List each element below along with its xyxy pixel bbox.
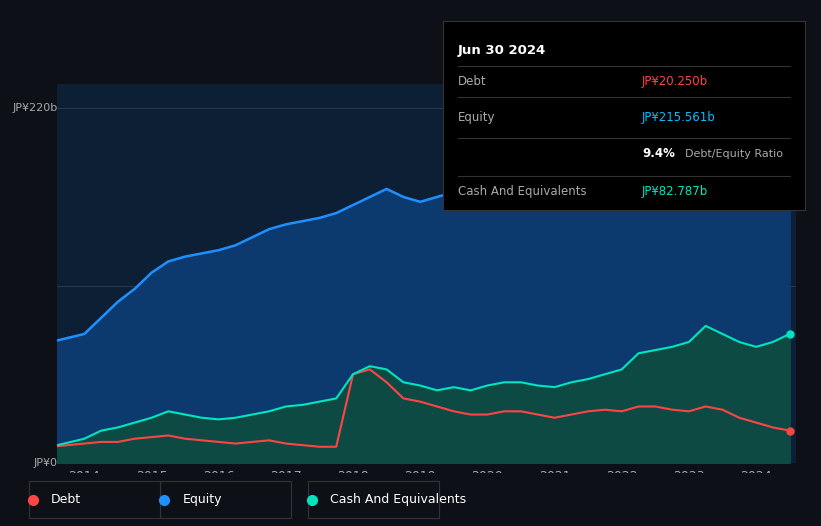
Text: Cash And Equivalents: Cash And Equivalents bbox=[330, 493, 466, 506]
Text: JP¥82.787b: JP¥82.787b bbox=[642, 185, 709, 198]
Text: Jun 30 2024: Jun 30 2024 bbox=[458, 44, 546, 57]
Text: Equity: Equity bbox=[182, 493, 222, 506]
Text: JP¥20.250b: JP¥20.250b bbox=[642, 75, 709, 88]
Text: Cash And Equivalents: Cash And Equivalents bbox=[458, 185, 586, 198]
Text: Debt: Debt bbox=[51, 493, 81, 506]
Text: Debt: Debt bbox=[458, 75, 486, 88]
Text: JP¥220b: JP¥220b bbox=[12, 103, 57, 113]
Text: JP¥215.561b: JP¥215.561b bbox=[642, 111, 716, 124]
Text: 9.4%: 9.4% bbox=[642, 147, 675, 160]
Text: Equity: Equity bbox=[458, 111, 495, 124]
Text: Debt/Equity Ratio: Debt/Equity Ratio bbox=[686, 148, 783, 159]
Text: JP¥0: JP¥0 bbox=[34, 458, 57, 468]
